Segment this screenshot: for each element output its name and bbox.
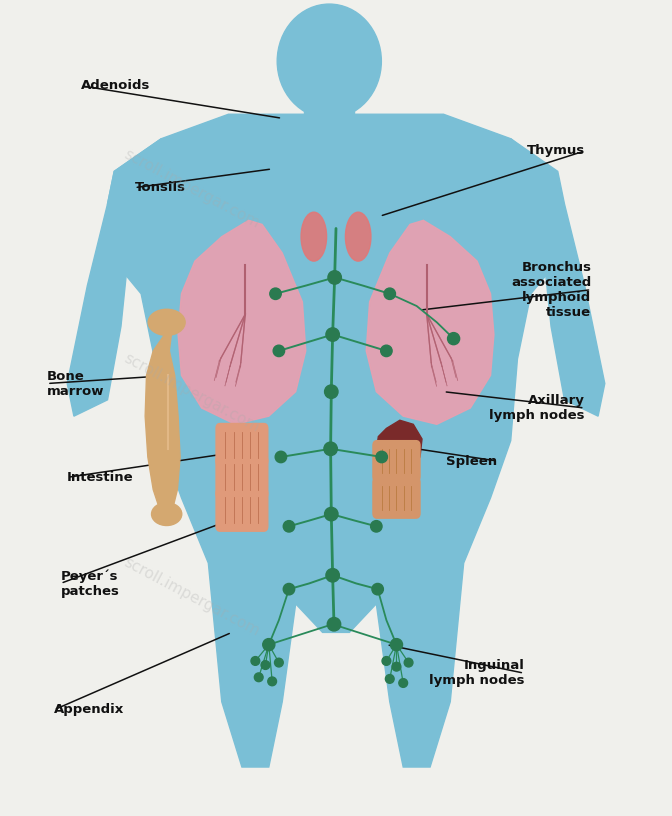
Ellipse shape (324, 442, 337, 455)
Ellipse shape (345, 212, 371, 261)
Polygon shape (511, 139, 605, 416)
Ellipse shape (269, 288, 281, 299)
Ellipse shape (251, 657, 259, 665)
Ellipse shape (371, 521, 382, 532)
Ellipse shape (326, 328, 339, 341)
FancyBboxPatch shape (216, 489, 267, 531)
Ellipse shape (263, 639, 275, 650)
Ellipse shape (382, 657, 391, 665)
Text: scroll.impergar.com: scroll.impergar.com (121, 147, 262, 232)
Text: Bone
marrow: Bone marrow (47, 370, 105, 397)
Ellipse shape (327, 618, 341, 631)
Ellipse shape (261, 661, 269, 669)
FancyBboxPatch shape (216, 456, 267, 499)
Text: scroll.impergar.com: scroll.impergar.com (121, 555, 262, 640)
Ellipse shape (276, 451, 286, 463)
Polygon shape (366, 220, 494, 424)
Text: Bronchus
associated
lymphoid
tissue: Bronchus associated lymphoid tissue (511, 260, 591, 319)
Ellipse shape (277, 4, 381, 118)
Ellipse shape (376, 451, 387, 463)
Ellipse shape (326, 569, 339, 582)
Ellipse shape (284, 583, 294, 595)
Polygon shape (67, 139, 161, 416)
Ellipse shape (267, 677, 277, 685)
Text: Axillary
lymph nodes: Axillary lymph nodes (489, 394, 585, 422)
Ellipse shape (328, 271, 341, 284)
Text: Appendix: Appendix (54, 703, 124, 716)
Polygon shape (145, 318, 180, 510)
Text: Inguinal
lymph nodes: Inguinal lymph nodes (429, 659, 524, 687)
Text: Peyer´s
patches: Peyer´s patches (60, 570, 120, 597)
Ellipse shape (448, 333, 460, 344)
Text: scroll.impergar.com: scroll.impergar.com (121, 351, 262, 436)
Ellipse shape (325, 385, 338, 398)
Text: Intestine: Intestine (67, 471, 134, 484)
Ellipse shape (274, 659, 284, 667)
Ellipse shape (398, 679, 407, 687)
Text: Spleen: Spleen (446, 455, 497, 468)
Ellipse shape (148, 309, 185, 335)
Ellipse shape (390, 639, 403, 650)
FancyBboxPatch shape (373, 477, 420, 518)
Ellipse shape (151, 503, 181, 526)
Ellipse shape (384, 288, 395, 299)
Ellipse shape (284, 521, 294, 532)
FancyBboxPatch shape (373, 441, 420, 481)
FancyBboxPatch shape (216, 424, 267, 466)
Ellipse shape (380, 345, 392, 357)
Ellipse shape (404, 659, 413, 667)
Polygon shape (304, 102, 354, 116)
Ellipse shape (254, 673, 263, 681)
Text: Adenoids: Adenoids (81, 79, 150, 92)
Polygon shape (376, 420, 422, 475)
Ellipse shape (325, 508, 338, 521)
Ellipse shape (386, 675, 394, 683)
Polygon shape (108, 114, 558, 767)
Ellipse shape (273, 345, 284, 357)
Text: Tonsils: Tonsils (134, 181, 185, 194)
Ellipse shape (372, 583, 383, 595)
Text: Thymus: Thymus (526, 144, 585, 157)
Ellipse shape (301, 212, 327, 261)
Ellipse shape (392, 663, 401, 671)
Polygon shape (178, 220, 306, 424)
